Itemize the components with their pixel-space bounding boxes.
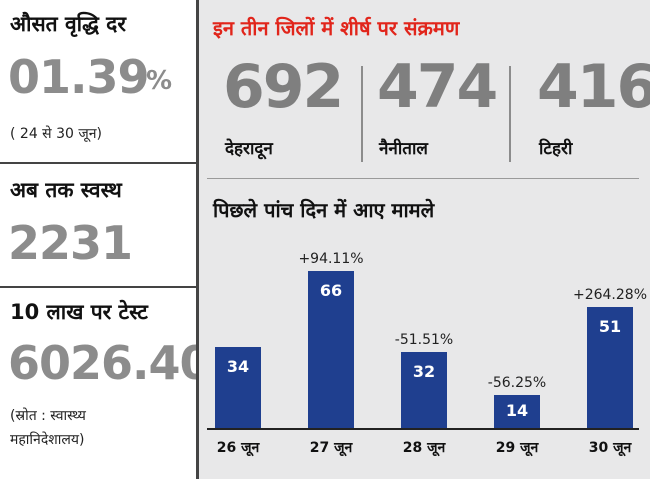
bar-value-label: 34 <box>226 357 250 377</box>
change-label: -56.25% <box>487 374 547 391</box>
districts-title: इन तीन जिलों में शीर्ष पर संक्रमण <box>213 16 460 40</box>
x-tick-label: 29 जून <box>495 440 539 456</box>
x-axis-line <box>207 428 639 430</box>
divider <box>0 162 196 164</box>
chart-panel: इन तीन जिलों में शीर्ष पर संक्रमण 692 दे… <box>199 0 650 479</box>
district-name: देहरादून <box>225 139 273 159</box>
district-count: 474 <box>377 52 498 122</box>
district-name: नैनीताल <box>379 139 428 159</box>
change-label: -51.51% <box>394 331 454 348</box>
district-name: टिहरी <box>539 139 573 159</box>
district-separator <box>509 66 511 162</box>
source-line-2: महानिदेशालय) <box>10 432 85 448</box>
bar-value-label: 32 <box>412 361 436 381</box>
growth-rate-period: ( 24 से 30 जून) <box>10 126 102 142</box>
recovered-title: अब तक स्वस्थ <box>10 178 122 202</box>
bar-value-label: 51 <box>598 316 622 336</box>
growth-rate-unit: % <box>146 66 172 96</box>
x-tick-label: 30 जून <box>588 440 632 456</box>
stats-column: औसत वृद्धि दर 01.39 % ( 24 से 30 जून) अब… <box>0 0 212 479</box>
bar-value-label: 66 <box>319 280 343 300</box>
bar <box>587 306 633 428</box>
x-tick-label: 26 जून <box>216 440 260 456</box>
bar <box>215 347 261 428</box>
bar-value-label: 14 <box>505 401 529 421</box>
tests-value: 6026.40 <box>8 336 212 390</box>
source-line-1: (स्रोत : स्वास्थ्य <box>10 408 86 424</box>
x-tick-label: 27 जून <box>309 440 353 456</box>
tests-title: 10 लाख पर टेस्ट <box>10 300 148 324</box>
recovered-value: 2231 <box>8 216 133 270</box>
x-tick-label: 28 जून <box>402 440 446 456</box>
district-count: 416 <box>537 52 650 122</box>
divider <box>0 286 196 288</box>
growth-rate-title: औसत वृद्धि दर <box>10 12 126 36</box>
column-separator <box>196 0 199 479</box>
bar <box>308 270 354 428</box>
district-count: 692 <box>223 52 344 122</box>
district-separator <box>361 66 363 162</box>
chart-title: पिछले पांच दिन में आए मामले <box>213 198 435 222</box>
change-label: +264.28% <box>572 286 648 303</box>
growth-rate-value: 01.39 <box>8 50 150 104</box>
bar <box>494 394 540 428</box>
bar <box>401 351 447 428</box>
change-label: +94.11% <box>298 250 364 267</box>
panel-divider <box>207 178 639 179</box>
